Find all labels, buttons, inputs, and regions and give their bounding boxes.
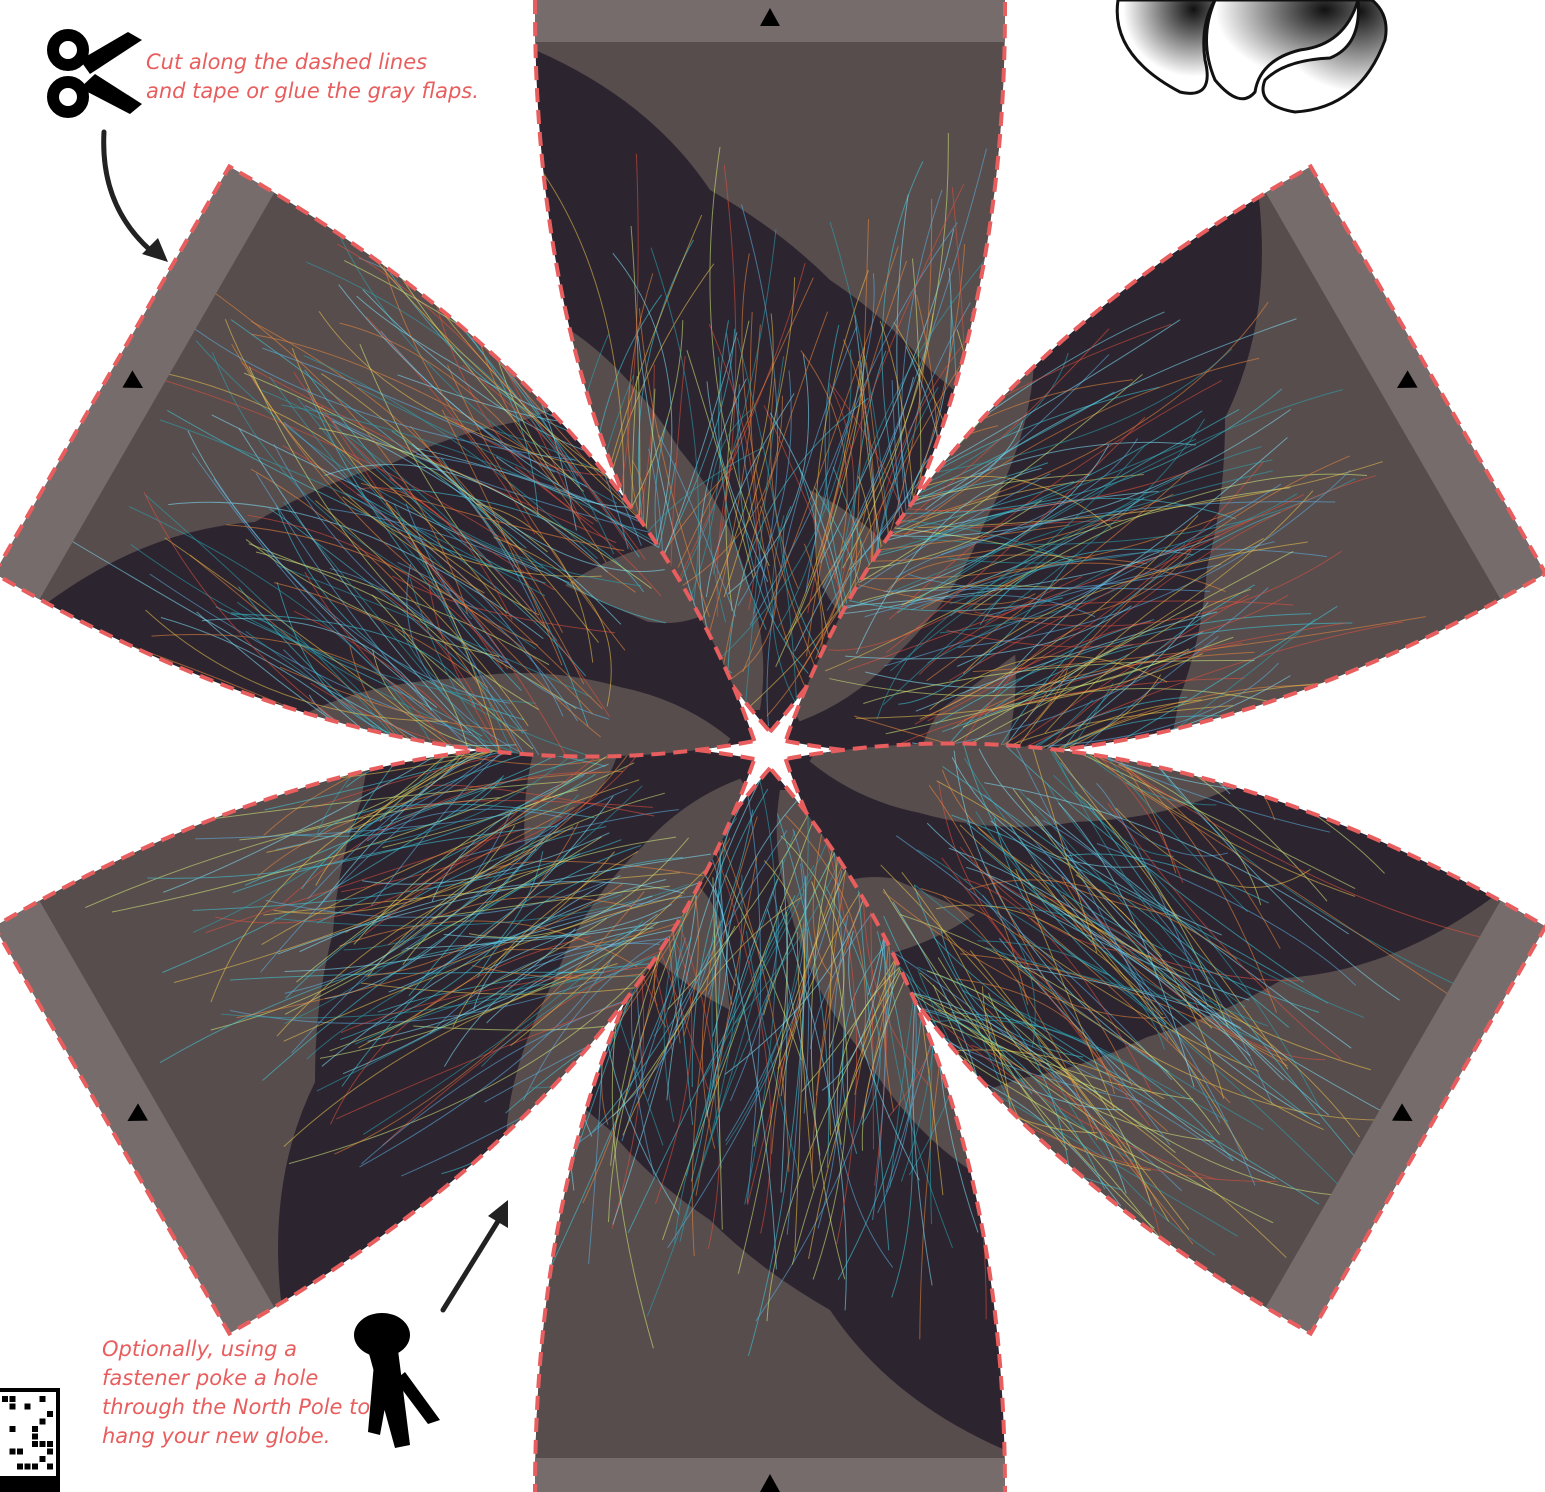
cut-line: [0, 163, 758, 759]
triangle-icon: [127, 1103, 148, 1121]
qr-label: SCAN ME: [4, 1479, 56, 1492]
hang-instruction: Optionally, using a fastener poke a hole t…: [102, 1335, 370, 1451]
instruction-line: and tape or glue the gray flaps.: [146, 79, 479, 103]
straight-arrow-icon: [440, 1200, 508, 1313]
triangle-icon: [122, 370, 143, 389]
instruction-line: fastener poke a hole: [102, 1366, 319, 1390]
cut-instruction: Cut along the dashed lines and tape or gl…: [146, 48, 479, 106]
instruction-line: Optionally, using a: [102, 1337, 298, 1361]
instruction-line: hang your new globe.: [102, 1424, 331, 1448]
triangle-icon: [760, 8, 780, 26]
globe-preview-icon: [1115, 0, 1388, 114]
instruction-line: Cut along the dashed lines: [146, 50, 428, 74]
qr-code: [0, 1388, 60, 1492]
triangle-icon: [1397, 370, 1418, 389]
triangle-icon: [760, 1474, 780, 1492]
instruction-line: through the North Pole to: [102, 1395, 371, 1419]
triangle-icon: [1392, 1103, 1413, 1121]
fastener-icon: [354, 1313, 440, 1448]
curved-arrow-icon: [101, 129, 168, 262]
scissors-icon: [47, 29, 142, 118]
